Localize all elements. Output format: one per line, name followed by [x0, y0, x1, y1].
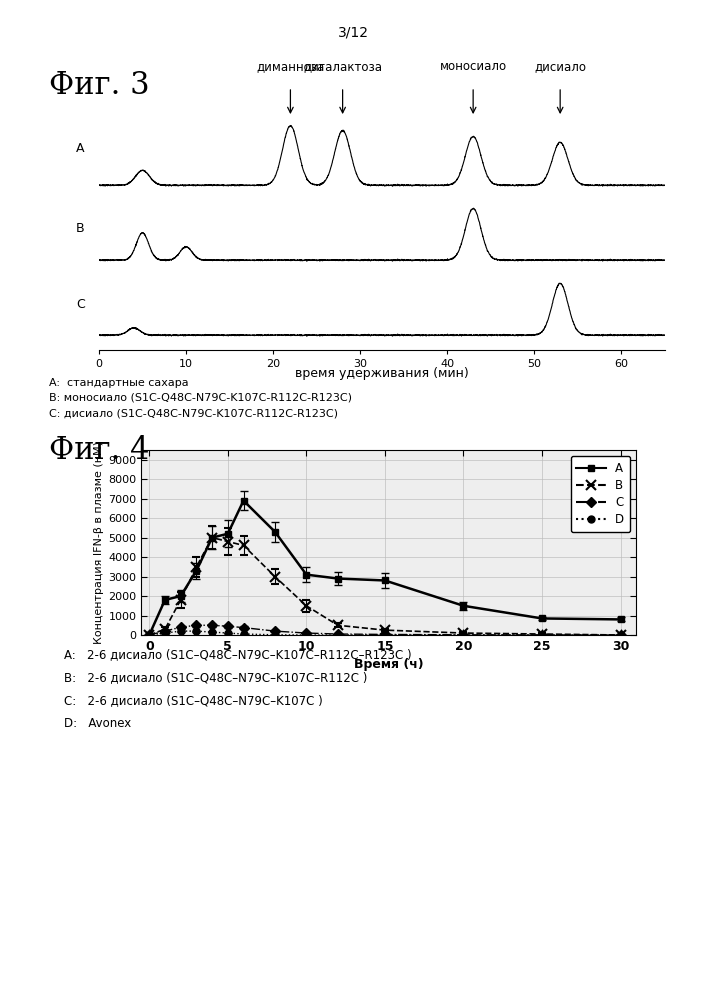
- Text: дигалактоза: дигалактоза: [303, 60, 382, 73]
- Text: A: A: [76, 142, 85, 155]
- Text: моносиало: моносиало: [440, 60, 507, 73]
- Y-axis label: Концентрация IFN-β в плазме (нМ): Концентрация IFN-β в плазме (нМ): [94, 441, 104, 644]
- Text: Фиг. 3: Фиг. 3: [49, 70, 150, 101]
- Text: A:  стандартные сахара: A: стандартные сахара: [49, 378, 189, 388]
- Text: A:   2-6 дисиало (S1C–Q48C–N79C–K107C–R112C–R123C ): A: 2-6 дисиало (S1C–Q48C–N79C–K107C–R112…: [64, 648, 411, 661]
- Legend: A, B, C, D: A, B, C, D: [571, 456, 631, 532]
- X-axis label: Время (ч): Время (ч): [354, 658, 423, 671]
- Text: диманноза: диманноза: [257, 60, 325, 73]
- Text: время удерживания (мин): время удерживания (мин): [295, 367, 469, 380]
- Text: C: C: [76, 298, 85, 310]
- Text: 3/12: 3/12: [338, 25, 369, 39]
- Text: C:   2-6 дисиало (S1C–Q48C–N79C–K107C ): C: 2-6 дисиало (S1C–Q48C–N79C–K107C ): [64, 694, 322, 707]
- Text: D:   Avonex: D: Avonex: [64, 717, 131, 730]
- Text: дисиало: дисиало: [534, 60, 586, 73]
- Text: B:   2-6 дисиало (S1C–Q48C–N79C–K107C–R112C ): B: 2-6 дисиало (S1C–Q48C–N79C–K107C–R112…: [64, 671, 367, 684]
- Text: C: дисиало (S1C-Q48C-N79C-K107C-R112C-R123C): C: дисиало (S1C-Q48C-N79C-K107C-R112C-R1…: [49, 408, 339, 418]
- Text: B: B: [76, 223, 85, 235]
- Text: Фиг. 4: Фиг. 4: [49, 435, 150, 466]
- Text: B: моносиало (S1C-Q48C-N79C-K107C-R112C-R123C): B: моносиало (S1C-Q48C-N79C-K107C-R112C-…: [49, 393, 353, 403]
